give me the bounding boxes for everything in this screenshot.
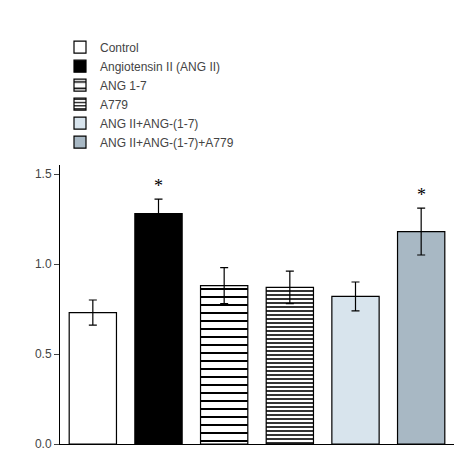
svg-text:1.5: 1.5	[35, 167, 52, 181]
svg-text:ANG II+ANG-(1-7): ANG II+ANG-(1-7)	[100, 117, 198, 131]
svg-text:0.0: 0.0	[35, 437, 52, 451]
svg-text:A779: A779	[100, 98, 128, 112]
svg-text:1.0: 1.0	[35, 257, 52, 271]
svg-text:ANG 1-7: ANG 1-7	[100, 79, 147, 93]
svg-text:Angiotensin II (ANG II): Angiotensin II (ANG II)	[100, 60, 220, 74]
svg-text:Control: Control	[100, 41, 139, 55]
svg-text:ANG II+ANG-(1-7)+A779: ANG II+ANG-(1-7)+A779	[100, 136, 234, 150]
svg-text:0.5: 0.5	[35, 347, 52, 361]
svg-text:*: *	[417, 185, 426, 205]
svg-text:*: *	[154, 176, 163, 196]
